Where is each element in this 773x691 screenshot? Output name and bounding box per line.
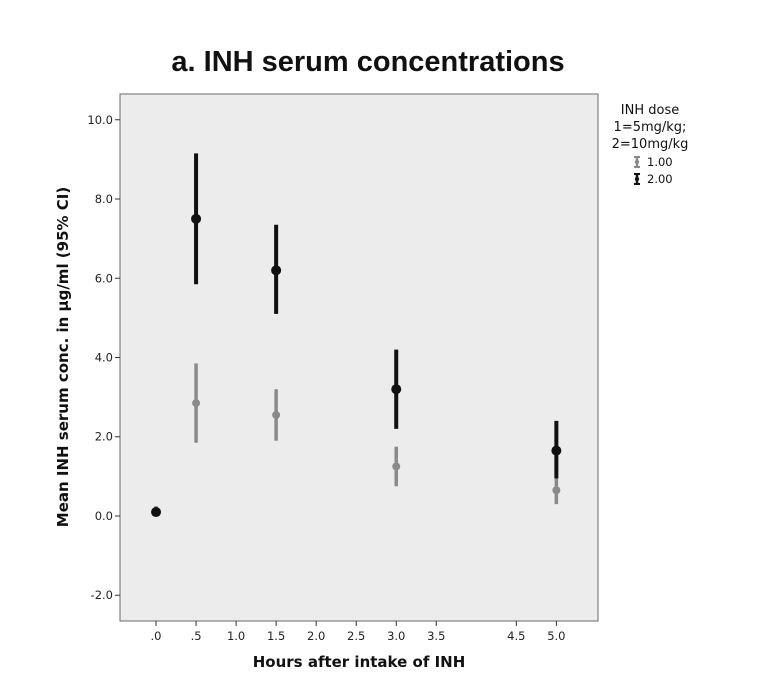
x-tick-label: 3.0 — [387, 629, 405, 643]
y-axis-label: Mean INH serum conc. in µg/ml (95% CI) — [54, 187, 72, 527]
mean-point-series-1 — [392, 462, 401, 471]
data-points — [151, 213, 562, 518]
x-tick-label: 1.5 — [267, 629, 285, 643]
x-tick-label: 5.0 — [547, 629, 565, 643]
mean-point-series-1 — [192, 399, 201, 408]
mean-point-series-1 — [272, 410, 281, 419]
x-axis-label: Hours after intake of INH — [253, 653, 466, 671]
legend-swatch-dot — [634, 159, 640, 165]
y-tick-label: 0.0 — [95, 509, 113, 523]
legend-item-label: 1.00 — [647, 155, 673, 169]
y-axis: -2.0 0.0 2.0 4.0 6.0 8.0 10.0 — [87, 113, 120, 602]
x-tick-label: 2.0 — [307, 629, 325, 643]
legend-item-series-2: 2.00 — [634, 172, 673, 186]
mean-point-series-2 — [271, 265, 282, 276]
legend-swatch-dot — [634, 176, 640, 182]
x-tick-label: .0 — [151, 629, 162, 643]
x-axis: .0 .5 1.0 1.5 2.0 2.5 3.0 3.5 4.5 5.0 — [151, 621, 566, 643]
x-tick-label: 3.5 — [427, 629, 445, 643]
mean-point-series-2 — [391, 384, 402, 395]
y-tick-label: 4.0 — [95, 351, 113, 365]
chart-title: a. INH serum concentrations — [171, 46, 564, 78]
legend: INH dose 1=5mg/kg; 2=10mg/kg 1.00 2.00 — [612, 103, 689, 186]
x-tick-label: 1.0 — [227, 629, 245, 643]
y-tick-label: 2.0 — [95, 430, 113, 444]
y-tick-label: 8.0 — [95, 192, 113, 206]
y-tick-label: 10.0 — [87, 113, 113, 127]
x-tick-label: 2.5 — [347, 629, 365, 643]
mean-point-series-2 — [151, 507, 162, 518]
legend-item-label: 2.00 — [647, 172, 673, 186]
y-tick-label: -2.0 — [91, 588, 113, 602]
x-tick-label: 4.5 — [507, 629, 525, 643]
mean-point-series-1 — [552, 486, 561, 495]
plot-area — [119, 93, 599, 622]
legend-title-line-1: INH dose — [621, 103, 679, 118]
x-tick-label: .5 — [191, 629, 202, 643]
legend-title-line-2: 1=5mg/kg; — [614, 120, 687, 135]
y-tick-label: 6.0 — [95, 271, 113, 285]
mean-point-series-2 — [551, 445, 562, 456]
legend-title-line-3: 2=10mg/kg — [612, 137, 689, 152]
mean-point-series-2 — [191, 213, 202, 224]
legend-item-series-1: 1.00 — [634, 155, 673, 169]
